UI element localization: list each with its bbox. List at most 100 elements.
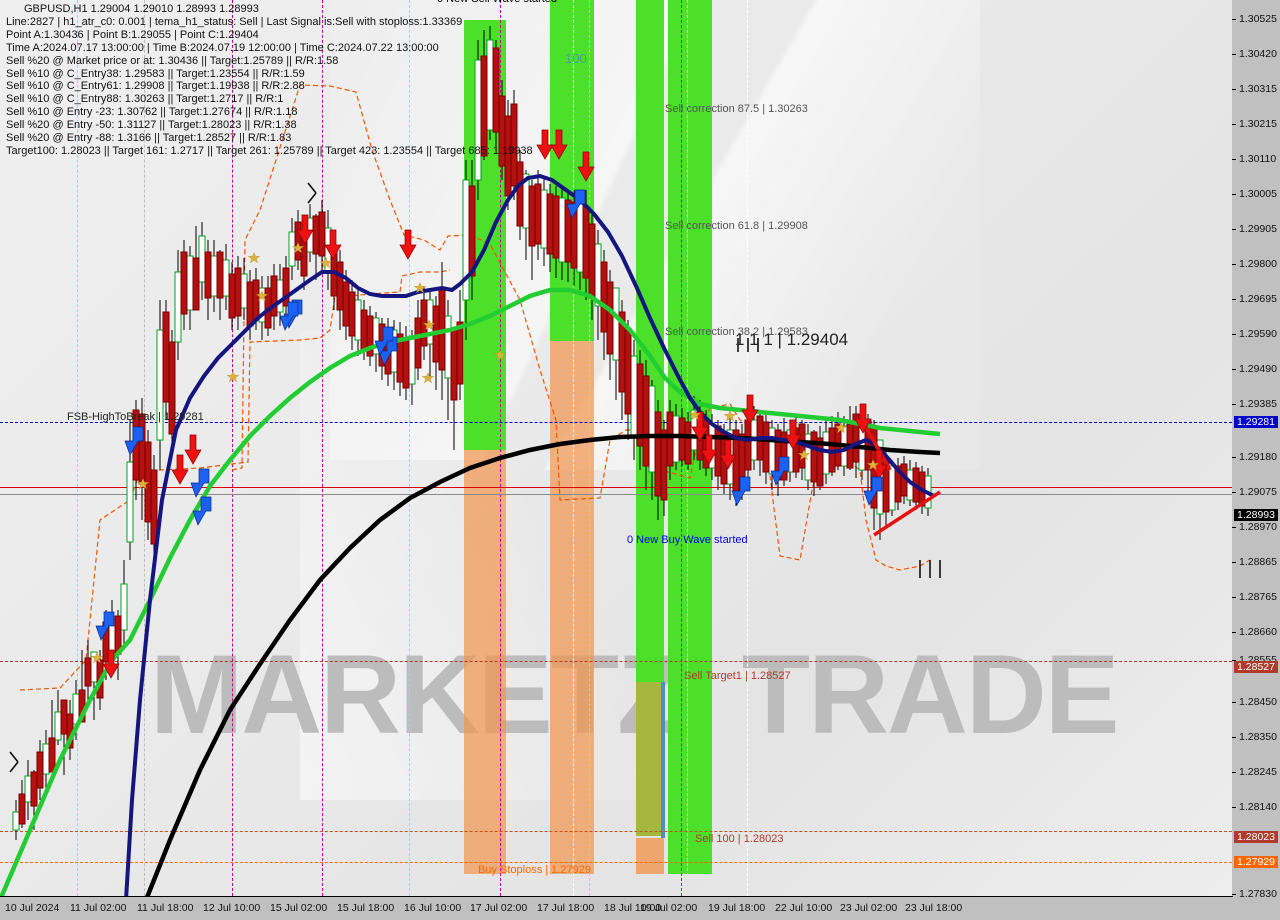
y-tick: 1.28350: [1232, 732, 1280, 743]
x-tick: 17 Jul 18:00: [537, 902, 595, 914]
info-line-4: Sell %20 @ Market price or at: 1.30436 |…: [6, 54, 339, 67]
price-tag-buy-stoploss: 1.27929: [1234, 856, 1278, 868]
period-sep-white-2: [573, 0, 574, 896]
annotation-point-c: 1 1 1 | 1.29404: [735, 330, 849, 349]
annotation-sell-correction-875: Sell correction 87.5 | 1.30263: [665, 103, 808, 115]
y-tick: 1.30315: [1232, 84, 1280, 95]
chart-series-overlay: [0, 26, 941, 896]
info-line-6: Sell %10 @ C_Entry61: 1.29908 || Target:…: [6, 80, 305, 93]
star-markers: [90, 242, 880, 664]
level-sell-target1[interactable]: [0, 661, 1232, 662]
symbol-ohlc-line: GBPUSD,H1 1.29004 1.29010 1.28993 1.2899…: [24, 3, 259, 15]
y-tick: 1.30525: [1232, 14, 1280, 25]
chart-plot-area[interactable]: MARKETZI TRADE: [0, 0, 1233, 897]
price-tag-current: 1.28993: [1234, 509, 1278, 521]
period-sep-magenta-1: [232, 0, 233, 896]
x-tick: 15 Jul 18:00: [337, 902, 395, 914]
annotation-100: 100: [565, 51, 587, 66]
y-tick: 1.28765: [1232, 592, 1280, 603]
level-current-price[interactable]: [0, 487, 1232, 488]
level-gray-ask: [0, 494, 1232, 495]
level-buy-stoploss[interactable]: [0, 862, 1232, 863]
period-sep-cyan-3: [589, 0, 590, 896]
zone-blue-strip: [661, 682, 665, 838]
annotation-sell-correction-618: Sell correction 61.8 | 1.29908: [665, 220, 808, 232]
zone-orange-2: [550, 341, 594, 874]
x-tick: 19 Jul 18:00: [708, 902, 766, 914]
info-line-10: Sell %20 @ Entry -88: 1.3166 || Target:1…: [6, 132, 292, 145]
x-tick: 22 Jul 10:00: [775, 902, 833, 914]
x-tick: 11 Jul 02:00: [70, 902, 127, 914]
info-line-3: Time A:2024.07.17 13:00:00 | Time B:2024…: [6, 41, 439, 54]
info-line-11: Target100: 1.28023 || Target 161: 1.2717…: [6, 144, 533, 157]
annotation-new-sell-wave: 0 New Sell Wave started: [437, 0, 557, 5]
y-tick: 1.30420: [1232, 49, 1280, 60]
annotation-sell-target1: Sell Target1 | 1.28527: [684, 670, 791, 682]
watermark: MARKETZI TRADE: [150, 632, 1119, 757]
x-tick: 23 Jul 02:00: [840, 902, 898, 914]
y-tick: 1.28970: [1232, 522, 1280, 533]
period-sep-cyan-2: [409, 0, 410, 896]
baseline-ma-black: [145, 433, 941, 896]
y-tick: 1.30005: [1232, 189, 1280, 200]
x-tick: 18 Jul 10:00: [604, 902, 662, 914]
sell-signal-arrows: [102, 129, 888, 679]
y-tick: 1.27830: [1232, 889, 1280, 900]
zone-orange-1: [464, 450, 506, 874]
info-line-2: Point A:1.30436 | Point B:1.29055 | Poin…: [6, 28, 259, 41]
info-line-7: Sell %10 @ C_Entry88: 1.30263 || Target:…: [6, 93, 284, 106]
info-line-8: Sell %10 @ Entry -23: 1.30762 || Target:…: [6, 106, 298, 119]
time-axis[interactable]: 10 Jul 2024 11 Jul 02:00 11 Jul 18:00 12…: [0, 897, 1280, 920]
x-tick: 23 Jul 18:00: [905, 902, 963, 914]
x-tick: 10 Jul 2024: [5, 902, 60, 914]
zone-orange-3: [636, 838, 664, 874]
y-tick: 1.28450: [1232, 697, 1280, 708]
y-tick: 1.30110: [1232, 154, 1280, 165]
y-tick: 1.29905: [1232, 224, 1280, 235]
buy-signal-arrows: [95, 189, 883, 641]
tick-marks-left: [9, 182, 317, 773]
level-sell-100[interactable]: [0, 831, 1232, 832]
x-tick: 15 Jul 02:00: [270, 902, 328, 914]
y-tick: 1.28660: [1232, 627, 1280, 638]
y-tick: 1.28555: [1232, 655, 1280, 666]
price-axis[interactable]: 1.30525 1.30420 1.30315 1.30215 1.30110 …: [1232, 0, 1280, 900]
price-tag-sell-100: 1.28023: [1234, 831, 1278, 843]
info-line-9: Sell %20 @ Entry -50: 1.31127 || Target:…: [6, 119, 297, 132]
level-fsb-high-to-break[interactable]: [0, 422, 1232, 423]
y-tick: 1.29590: [1232, 329, 1280, 340]
x-tick: 12 Jul 10:00: [203, 902, 261, 914]
info-line-5: Sell %10 @ C_Entry38: 1.29583 || Target:…: [6, 67, 305, 80]
info-line-1: Line:2827 | h1_atr_c0: 0.001 | tema_h1_s…: [6, 15, 463, 28]
annotation-new-buy-wave: 0 New Buy Wave started: [627, 534, 748, 546]
annotation-sell-100: Sell 100 | 1.28023: [695, 833, 784, 845]
x-tick: 11 Jul 18:00: [137, 902, 194, 914]
fast-ma-navy: [124, 173, 935, 896]
x-tick: 16 Jul 10:00: [404, 902, 462, 914]
slow-ma-green: [0, 287, 941, 896]
candlesticks: [12, 26, 932, 840]
price-tag-bid: 1.29281: [1234, 416, 1278, 428]
zone-orange-3b: [636, 682, 664, 836]
y-tick: 1.28865: [1232, 557, 1280, 568]
y-tick: 1.28140: [1232, 802, 1280, 813]
y-tick: 1.29695: [1232, 294, 1280, 305]
tick-marks-right: [737, 338, 941, 578]
y-tick: 1.30215: [1232, 119, 1280, 130]
x-tick: 19 Jul 02:00: [640, 902, 698, 914]
y-tick: 1.29075: [1232, 487, 1280, 498]
period-sep-magenta-3: [500, 0, 501, 896]
y-tick: 1.29385: [1232, 399, 1280, 410]
trendline-red-down: [873, 490, 941, 537]
annotation-buy-stoploss: Buy Stoploss | 1.27929: [478, 864, 591, 876]
y-tick: 1.29800: [1232, 259, 1280, 270]
annotation-sell-correction-382: Sell correction 38.2 | 1.29583: [665, 326, 808, 338]
x-tick: 17 Jul 02:00: [470, 902, 528, 914]
y-tick: 1.29490: [1232, 364, 1280, 375]
period-sep-magenta-2: [322, 0, 323, 896]
period-sep-cyan-1: [77, 0, 78, 896]
price-tag-sell-target1: 1.28527: [1234, 661, 1278, 673]
y-tick: 1.28245: [1232, 767, 1280, 778]
y-tick: 1.29180: [1232, 452, 1280, 463]
